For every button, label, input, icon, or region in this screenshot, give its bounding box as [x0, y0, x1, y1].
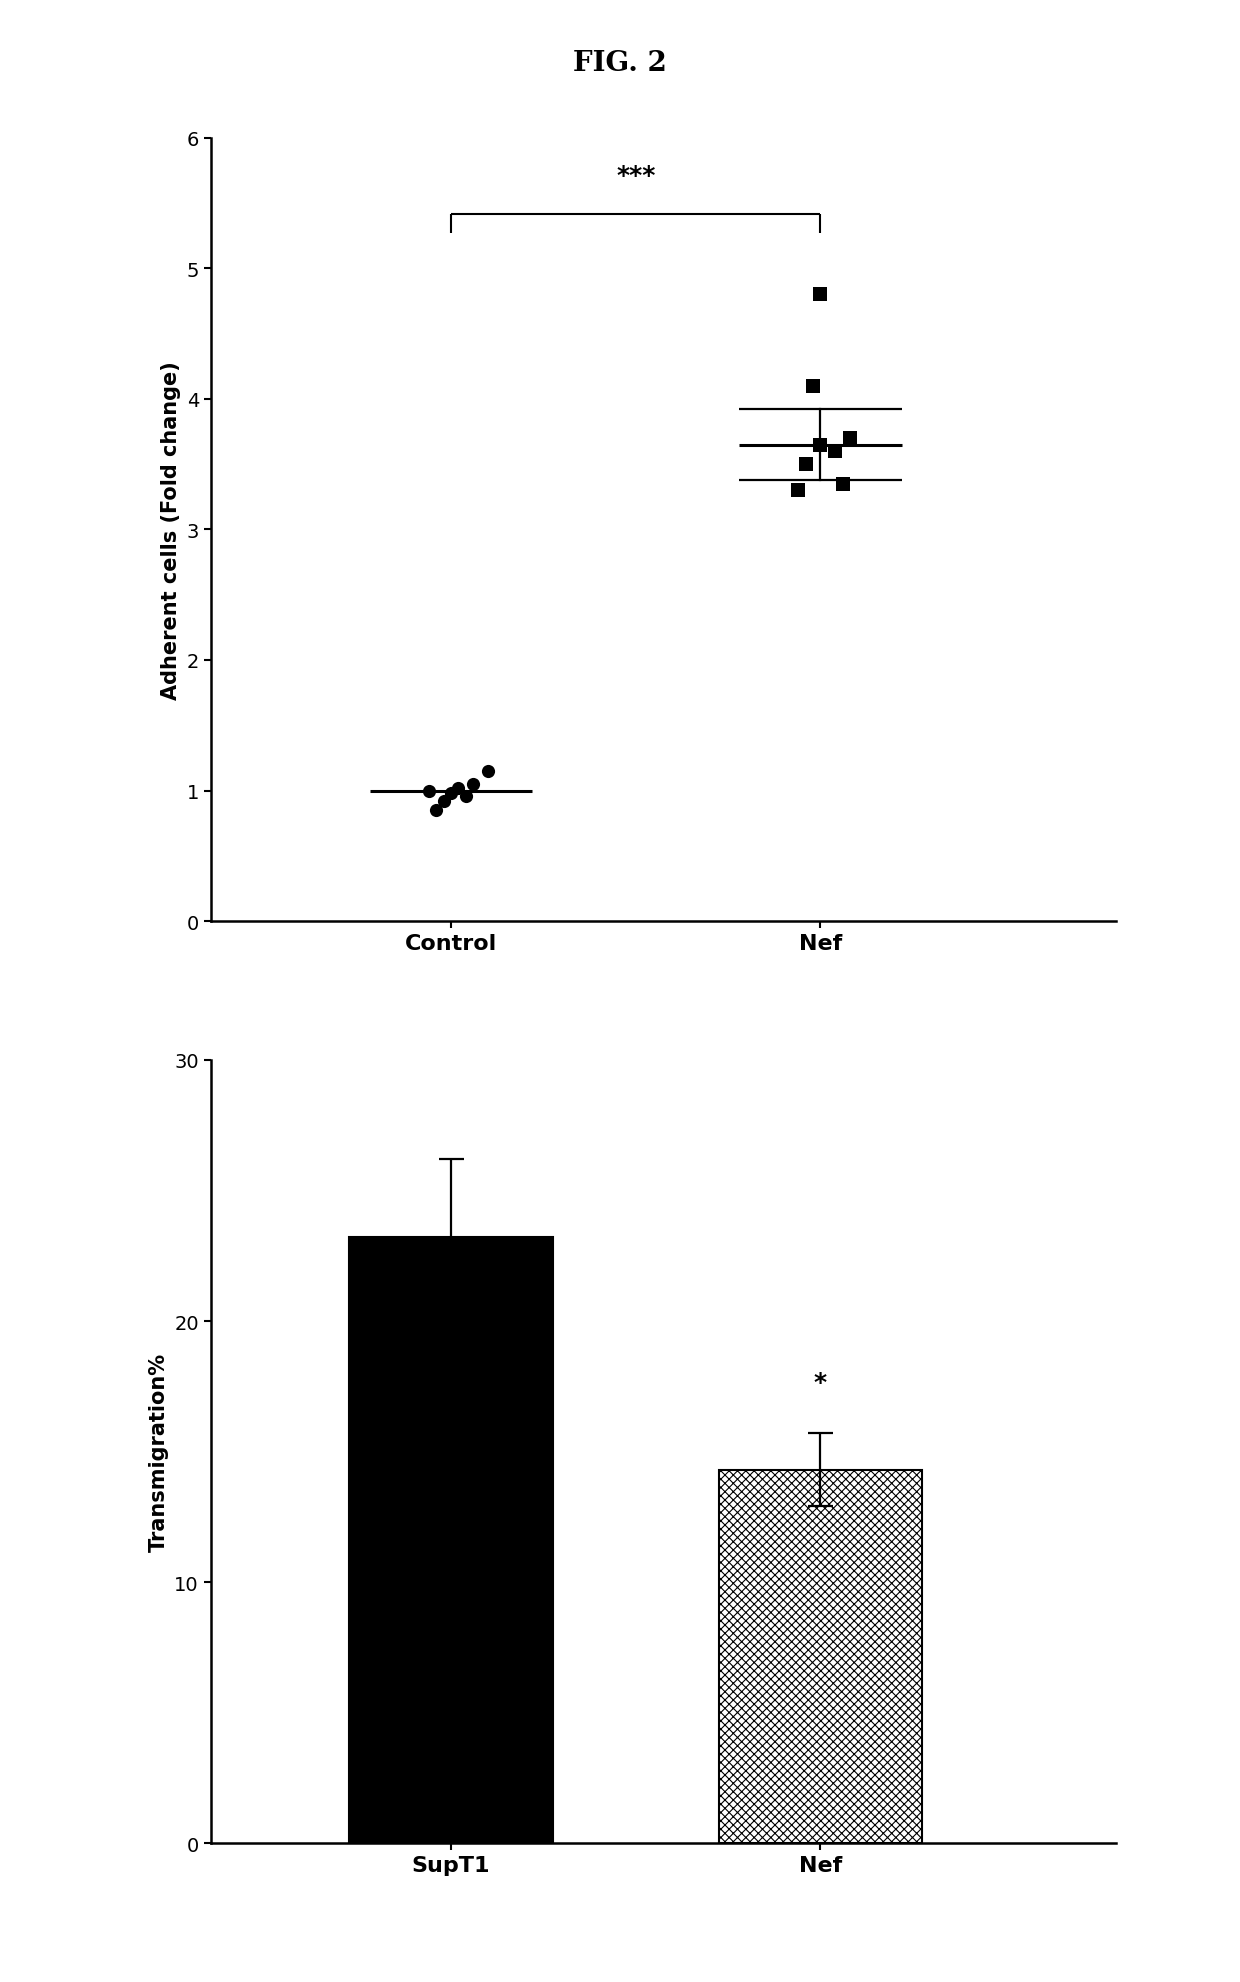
Point: [796, 450, 816, 482]
Y-axis label: Transmigration%: Transmigration%: [149, 1352, 169, 1552]
Point: [789, 476, 808, 507]
Point: [477, 755, 497, 787]
Point: [449, 773, 469, 805]
Bar: [719, 1471, 923, 1843]
Point: [464, 769, 484, 801]
Point: [826, 436, 846, 468]
Point: [811, 279, 831, 311]
Point: [804, 371, 823, 402]
Point: [811, 430, 831, 462]
Point: [419, 775, 439, 807]
Point: [456, 781, 476, 813]
Point: [427, 795, 446, 826]
Point: [833, 468, 853, 499]
Point: [441, 777, 461, 809]
Point: [839, 422, 859, 454]
Text: FIG. 2: FIG. 2: [573, 50, 667, 77]
Text: *: *: [813, 1370, 827, 1395]
Bar: [350, 1239, 553, 1843]
Y-axis label: Adherent cells (Fold change): Adherent cells (Fold change): [161, 361, 181, 700]
Text: ***: ***: [616, 165, 656, 188]
Point: [434, 785, 454, 817]
